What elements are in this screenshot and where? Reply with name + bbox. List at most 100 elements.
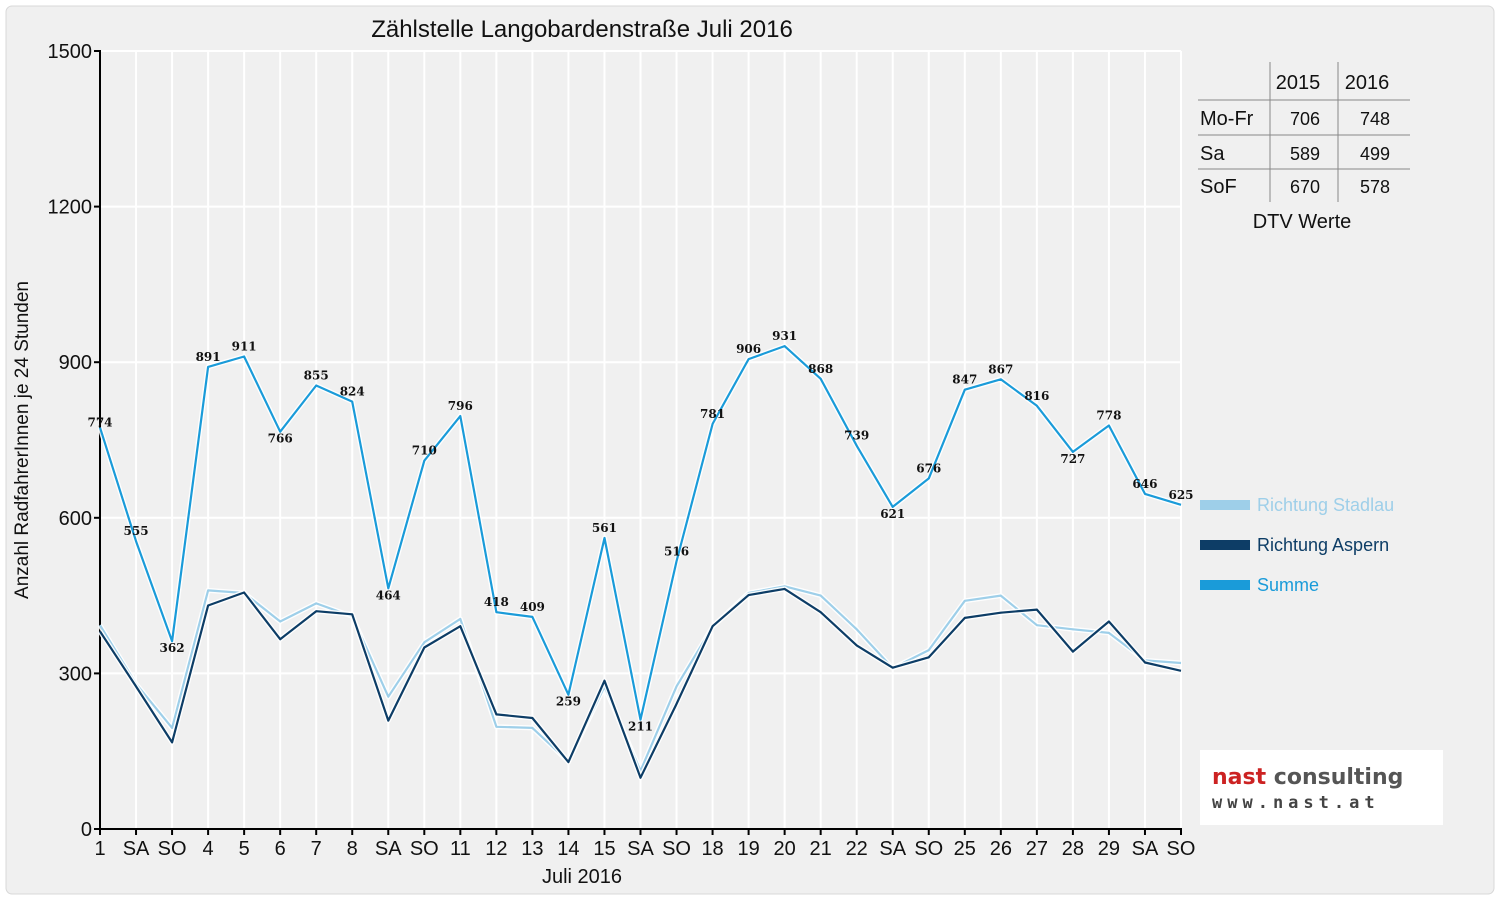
logo-word-nast: nast xyxy=(1212,765,1267,790)
data-label: 739 xyxy=(844,429,869,443)
x-tick-label: 11 xyxy=(450,838,471,860)
x-tick-label: SA xyxy=(1132,838,1159,860)
x-tick-label: 18 xyxy=(701,838,723,860)
x-tick-label: 28 xyxy=(1062,838,1084,860)
data-labels: 774 555 362 891 911 766 855 824 464 710 796 418 409 2… xyxy=(87,329,1193,733)
data-label: 710 xyxy=(412,444,437,458)
logo-background xyxy=(1200,750,1443,825)
data-label: 847 xyxy=(952,373,977,387)
data-label: 409 xyxy=(520,600,545,614)
data-label: 906 xyxy=(736,342,761,356)
data-label: 781 xyxy=(700,407,725,421)
table-header-2015: 2015 xyxy=(1276,72,1321,94)
data-label: 646 xyxy=(1132,477,1157,491)
x-tick-label: SO xyxy=(1167,838,1196,860)
x-tick-label: 4 xyxy=(203,838,214,860)
x-tick-label: 22 xyxy=(846,838,868,860)
series-lines xyxy=(97,343,1182,781)
nast-consulting-logo: nast consulting www.nast.at xyxy=(1200,750,1443,825)
table-caption: DTV Werte xyxy=(1253,211,1352,233)
y-tick-labels: 0 300 600 900 1200 1500 xyxy=(48,41,93,841)
y-tick-label: 1500 xyxy=(48,41,93,63)
legend: Richtung Stadlau Richtung Aspern Summe xyxy=(1200,495,1394,595)
data-label: 464 xyxy=(376,588,401,602)
x-tick-label: 13 xyxy=(521,838,543,860)
x-tick-label: 21 xyxy=(810,838,832,860)
data-label: 516 xyxy=(664,544,689,558)
data-label: 855 xyxy=(304,369,329,383)
data-label: 625 xyxy=(1168,488,1193,502)
data-label: 816 xyxy=(1024,389,1049,403)
legend-label-summe: Summe xyxy=(1257,575,1319,595)
data-label: 418 xyxy=(484,595,509,609)
table-header-2016: 2016 xyxy=(1345,72,1390,94)
x-tick-label: 15 xyxy=(593,838,615,860)
data-label: 727 xyxy=(1060,452,1085,466)
axes xyxy=(94,50,1182,835)
data-label: 766 xyxy=(268,432,293,446)
table-cell: 706 xyxy=(1290,109,1320,129)
x-tick-label: SO xyxy=(410,838,439,860)
table-row-label: Mo-Fr xyxy=(1200,108,1254,130)
legend-swatch-stadlau xyxy=(1200,500,1250,510)
x-tick-label: 14 xyxy=(557,838,579,860)
y-tick-label: 300 xyxy=(59,663,92,685)
legend-label-stadlau: Richtung Stadlau xyxy=(1257,495,1394,515)
x-tick-label: 1 xyxy=(94,838,105,860)
table-row-label: SoF xyxy=(1200,176,1237,198)
table-row-label: Sa xyxy=(1200,143,1225,165)
x-tick-label: SO xyxy=(914,838,943,860)
x-axis-label: Juli 2016 xyxy=(542,866,622,888)
logo-word-consulting: consulting xyxy=(1274,765,1404,790)
dtv-table: 2015 2016 Mo-Fr 706 748 Sa 589 499 SoF 6… xyxy=(1198,62,1410,233)
data-label: 824 xyxy=(340,385,365,399)
data-label: 778 xyxy=(1096,408,1121,422)
chart-title: Zählstelle Langobardenstraße Juli 2016 xyxy=(371,16,793,43)
x-tick-label: 25 xyxy=(954,838,976,860)
data-label: 868 xyxy=(808,362,833,376)
x-tick-label: SO xyxy=(158,838,187,860)
x-tick-labels: 1 SA SO 4 5 6 7 8 SA SO 11 12 13 14 15 SA SO 18 19 20 21 22 SA… xyxy=(94,838,1195,860)
x-tick-label: SA xyxy=(879,838,906,860)
data-label: 676 xyxy=(916,461,941,475)
x-tick-label: SA xyxy=(375,838,402,860)
table-cell: 670 xyxy=(1290,177,1320,197)
data-label: 555 xyxy=(124,524,149,538)
data-label: 796 xyxy=(448,399,473,413)
table-cell: 589 xyxy=(1290,144,1320,164)
y-tick-label: 1200 xyxy=(48,197,93,219)
data-label: 561 xyxy=(592,521,617,535)
y-tick-label: 0 xyxy=(81,819,92,841)
x-tick-label: 19 xyxy=(737,838,759,860)
table-cell: 748 xyxy=(1360,109,1390,129)
y-tick-label: 900 xyxy=(59,352,92,374)
legend-label-aspern: Richtung Aspern xyxy=(1257,535,1389,555)
grid xyxy=(100,50,1182,829)
legend-swatch-aspern xyxy=(1200,540,1250,550)
data-label: 867 xyxy=(988,362,1013,376)
y-tick-label: 600 xyxy=(59,508,92,530)
logo-wordmark: nast consulting xyxy=(1212,765,1403,790)
x-tick-label: 27 xyxy=(1026,838,1048,860)
x-tick-label: SA xyxy=(123,838,150,860)
x-tick-label: SO xyxy=(662,838,691,860)
x-tick-label: 29 xyxy=(1098,838,1120,860)
x-tick-label: SA xyxy=(627,838,654,860)
data-label: 774 xyxy=(87,416,112,430)
x-tick-label: 26 xyxy=(990,838,1012,860)
legend-swatch-summe xyxy=(1200,580,1250,590)
x-tick-label: 6 xyxy=(275,838,286,860)
data-label: 211 xyxy=(628,720,653,734)
x-tick-label: 7 xyxy=(311,838,322,860)
series-line-aspern xyxy=(99,587,1182,779)
x-tick-label: 12 xyxy=(485,838,507,860)
data-label: 891 xyxy=(196,350,221,364)
data-label: 621 xyxy=(880,507,905,521)
x-tick-label: 5 xyxy=(239,838,250,860)
table-cell: 578 xyxy=(1360,177,1390,197)
x-tick-label: 20 xyxy=(774,838,796,860)
data-label: 931 xyxy=(772,329,797,343)
series-line-summe xyxy=(98,345,1182,721)
logo-url: www.nast.at xyxy=(1212,793,1380,813)
